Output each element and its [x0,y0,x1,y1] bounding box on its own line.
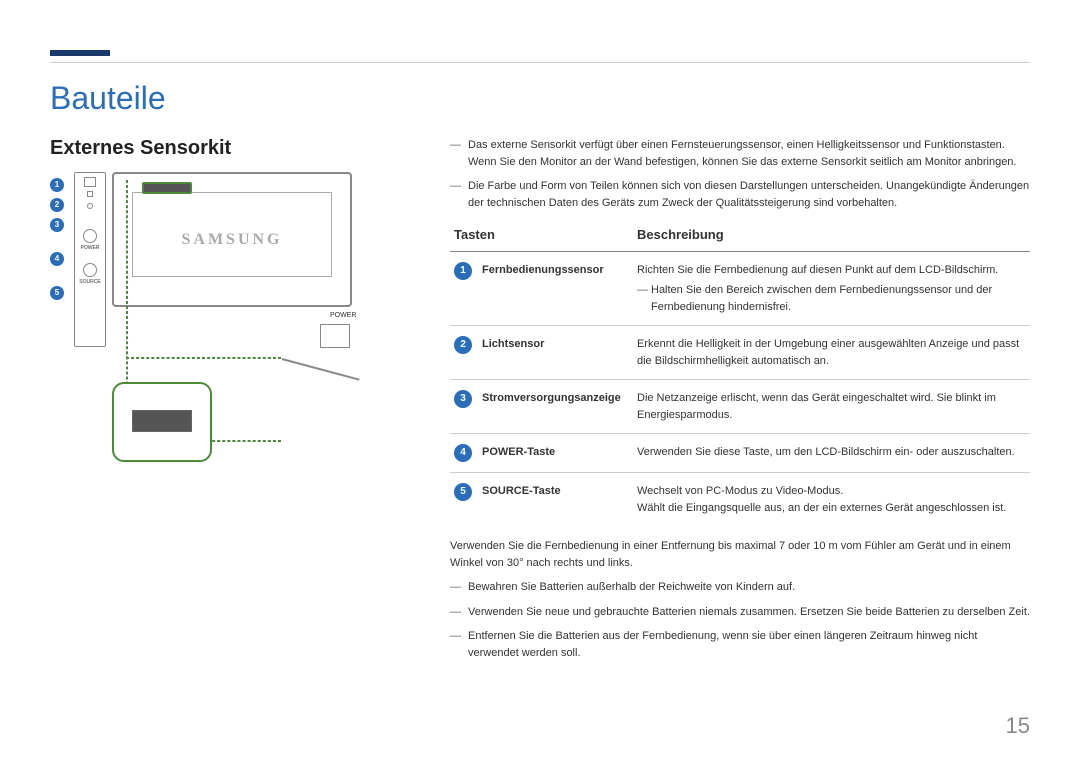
diagram-callout-2: 2 [50,198,64,212]
row-desc-3: Die Netzanzeige erlischt, wenn das Gerät… [633,380,1030,434]
row-num-5: 5 [454,483,472,501]
sensor-power-label: POWER [75,245,105,251]
left-column: Externes Sensorkit 1 2 3 4 5 POWER [50,137,420,669]
diagram-callout-4: 4 [50,252,64,266]
cable-line [282,358,360,381]
header-rule [50,62,1030,63]
header-accent-bar [50,50,110,56]
sensor-slot-indicator [142,182,192,194]
footer-usage-note: Verwenden Sie die Fernbedienung in einer… [450,538,1030,571]
row-desc-4: Verwenden Sie diese Taste, um den LCD-Bi… [633,434,1030,473]
row-name-2: Lichtsensor [478,326,633,380]
monitor-diagram: SAMSUNG POWER [112,172,402,307]
main-title: Bauteile [50,80,1030,117]
sensorkit-diagram: 1 2 3 4 5 POWER SOURCE [50,172,420,347]
row-name-4: POWER-Taste [478,434,633,473]
table-row: 2 Lichtsensor Erkennt die Helligkeit in … [450,326,1030,380]
table-header-beschreibung: Beschreibung [633,219,1030,251]
footer-note-3: Entfernen Sie die Batterien aus der Fern… [450,628,1030,661]
table-header-tasten: Tasten [450,219,633,251]
zoom-detail-box [112,382,212,462]
page-number: 15 [1006,713,1030,739]
table-row: 3 Stromversorgungsanzeige Die Netzanzeig… [450,380,1030,434]
brand-text: SAMSUNG [181,231,282,249]
diagram-callout-column: 1 2 3 4 5 [50,172,68,306]
footer-note-1: Bewahren Sie Batterien außerhalb der Rei… [450,579,1030,596]
table-row: 1 Fernbedienungssensor Richten Sie die F… [450,251,1030,326]
feature-table: Tasten Beschreibung 1 Fernbedienungssens… [450,219,1030,526]
row-name-5: SOURCE-Taste [478,473,633,527]
power-plug-icon [320,324,350,348]
page-content: Bauteile Externes Sensorkit 1 2 3 4 5 [0,0,1080,699]
row-num-3: 3 [454,390,472,408]
sub-title: Externes Sensorkit [50,137,420,160]
row-desc-2: Erkennt die Helligkeit in der Umgebung e… [633,326,1030,380]
intro-note-2: Die Farbe und Form von Teilen können sic… [450,178,1030,211]
row-desc-1: Richten Sie die Fernbedienung auf diesen… [633,251,1030,326]
sensor-strip: POWER SOURCE [74,172,106,347]
power-port-label: POWER [330,312,356,319]
row-num-4: 4 [454,444,472,462]
row-name-1: Fernbedienungssensor [478,251,633,326]
sensor-source-label: SOURCE [75,279,105,285]
row-name-3: Stromversorgungsanzeige [478,380,633,434]
table-row: 5 SOURCE-Taste Wechselt von PC-Modus zu … [450,473,1030,527]
diagram-callout-5: 5 [50,286,64,300]
footer-note-2: Verwenden Sie neue und gebrauchte Batter… [450,604,1030,621]
row-desc-5: Wechselt von PC-Modus zu Video-Modus. Wä… [633,473,1030,527]
diagram-callout-3: 3 [50,218,64,232]
table-row: 4 POWER-Taste Verwenden Sie diese Taste,… [450,434,1030,473]
diagram-callout-1: 1 [50,178,64,192]
intro-note-1: Das externe Sensorkit verfügt über einen… [450,137,1030,170]
row-num-1: 1 [454,262,472,280]
row-num-2: 2 [454,336,472,354]
right-column: Das externe Sensorkit verfügt über einen… [450,137,1030,669]
